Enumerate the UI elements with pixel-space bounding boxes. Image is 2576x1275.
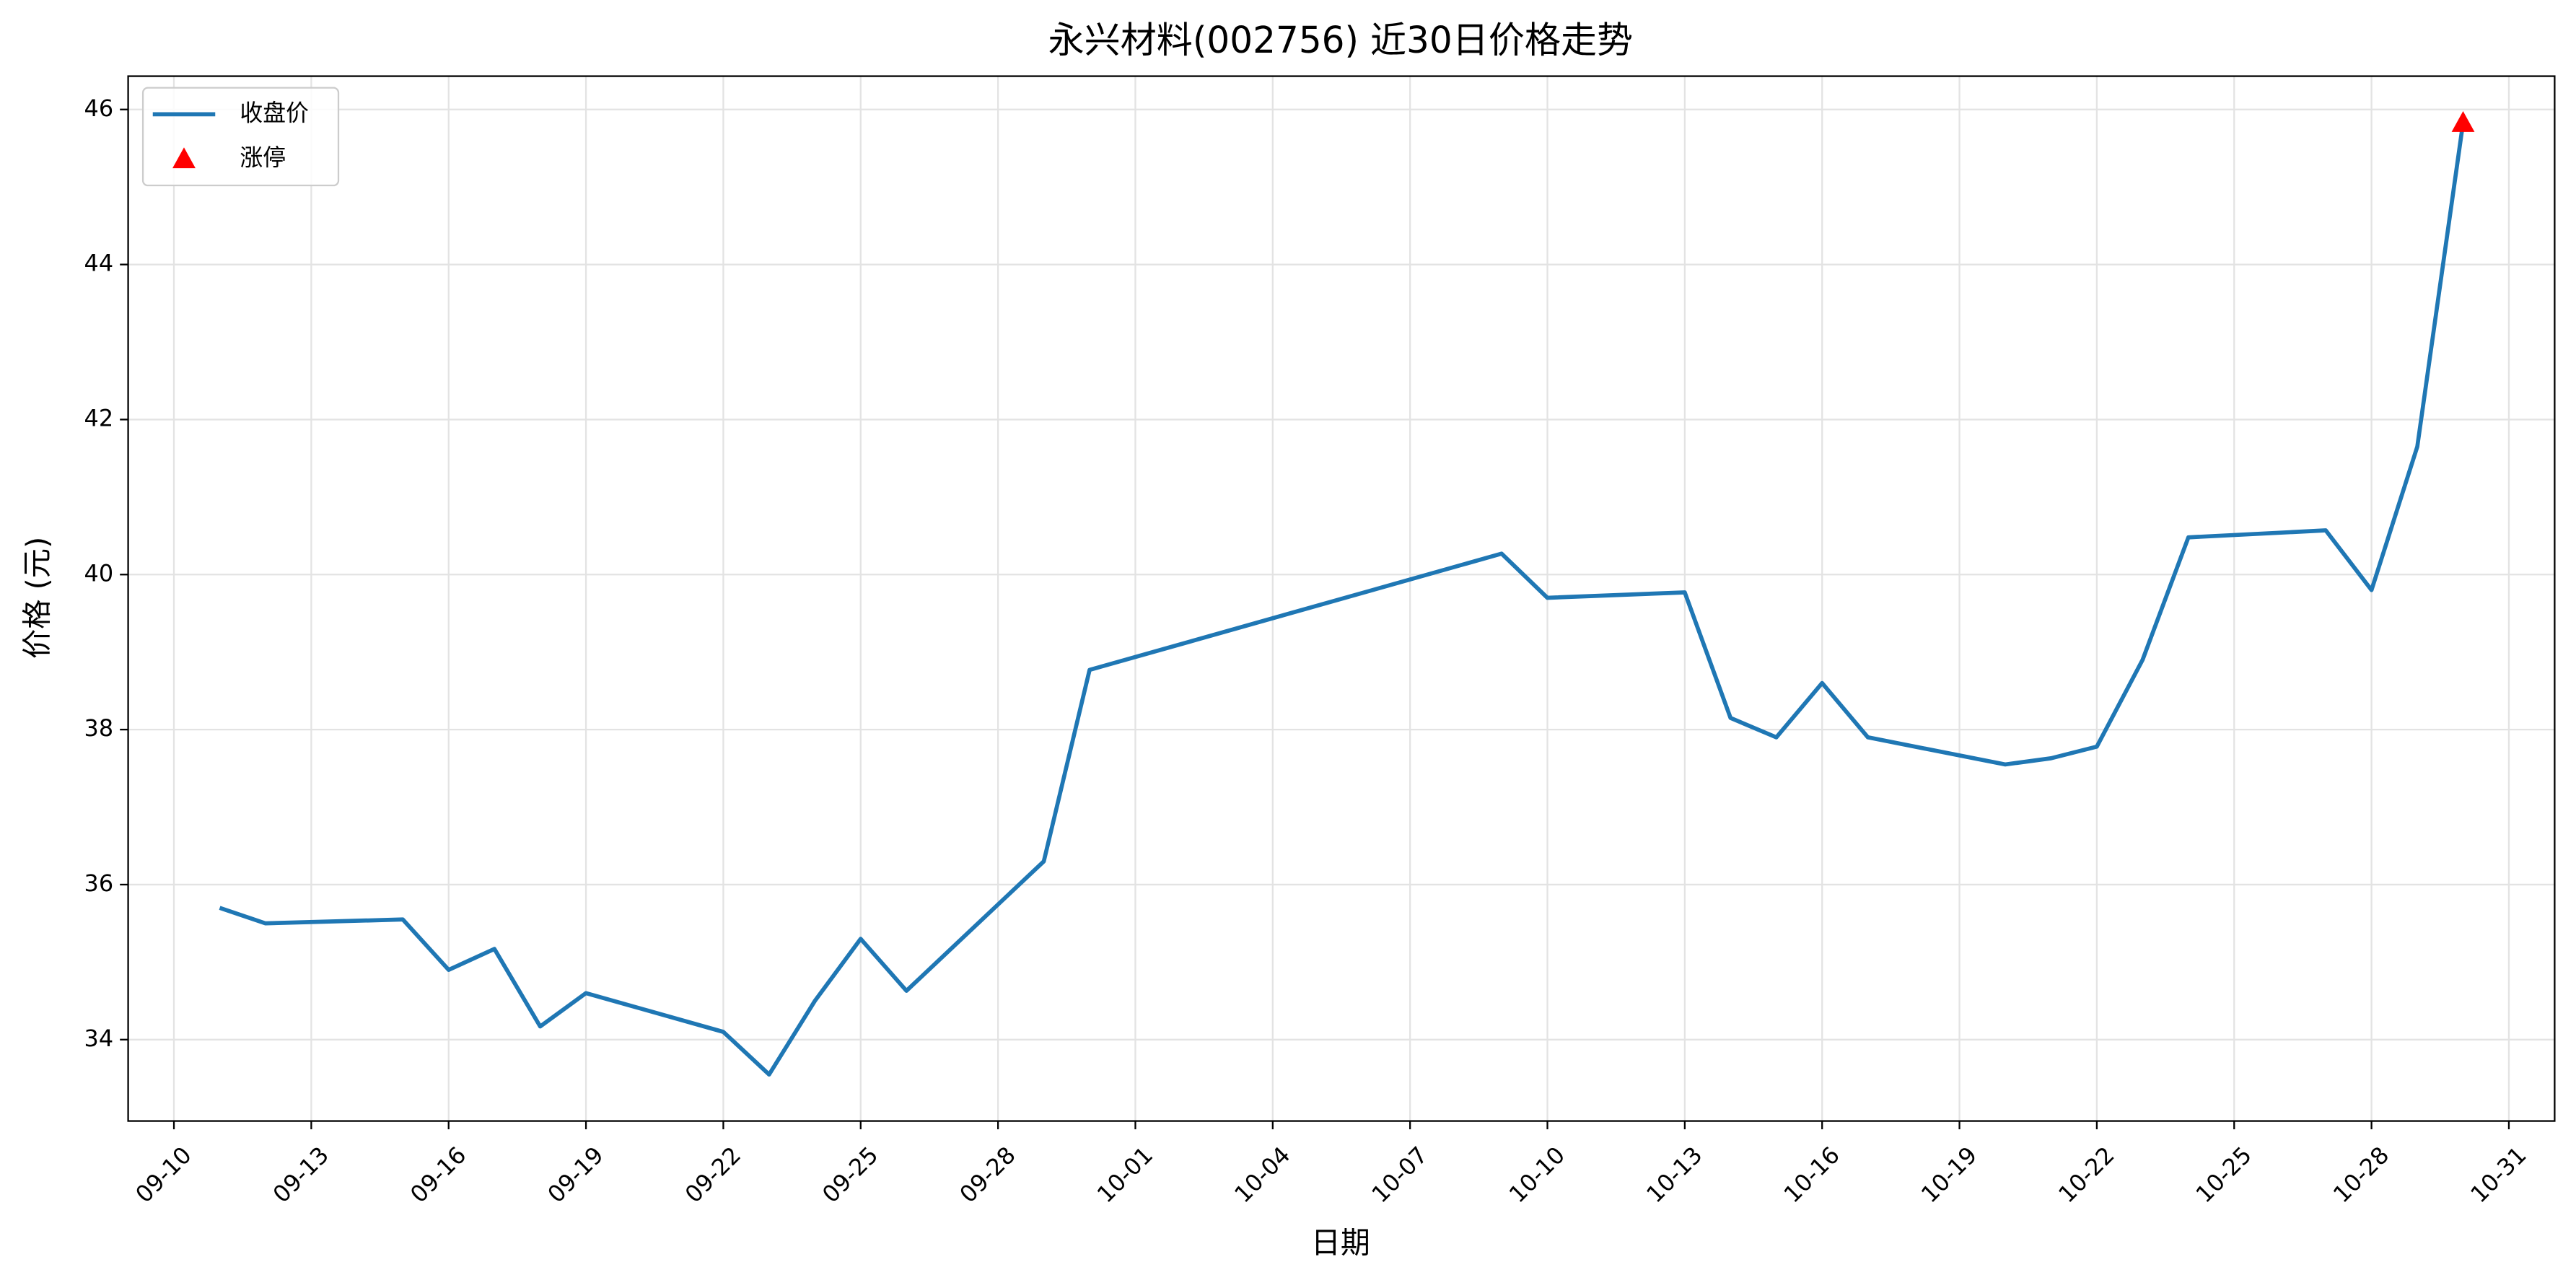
- legend-marker: [172, 147, 196, 169]
- x-axis-label: 日期: [1311, 1226, 1370, 1261]
- limit-up-marker: [2451, 110, 2475, 132]
- legend-label: 收盘价: [240, 99, 309, 126]
- price-line: [219, 122, 2466, 1077]
- chart-title: 永兴材料(002756) 近30日价格走势: [1048, 19, 1633, 61]
- y-tick-label: 34: [84, 1025, 114, 1052]
- y-tick-label: 38: [84, 714, 114, 742]
- plot-layer: [219, 110, 2475, 1077]
- y-axis-label: 价格 (元): [20, 537, 55, 659]
- y-tick-label: 40: [84, 559, 114, 587]
- y-tick-label: 36: [84, 869, 114, 897]
- y-tick-label: 44: [84, 250, 114, 277]
- y-tick-label: 46: [84, 95, 114, 122]
- y-tick-label: 42: [84, 404, 114, 431]
- plot-frame: [127, 75, 2556, 1122]
- legend-label: 涨停: [240, 144, 286, 171]
